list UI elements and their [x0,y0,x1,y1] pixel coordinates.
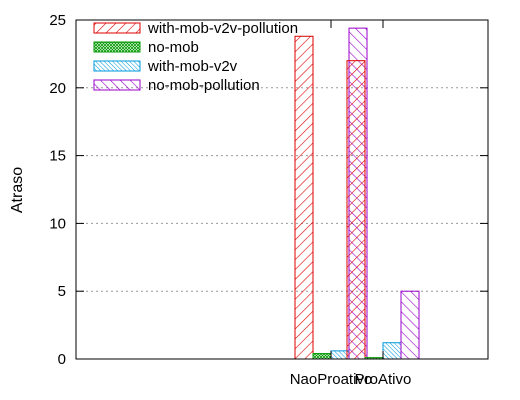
bar-with-mob-v2v-NaoProativo [330,350,350,360]
y-tick-label: 20 [49,80,66,97]
y-tick-label: 5 [58,283,66,300]
bar-no-mob-NaoProativo [312,353,332,360]
legend-label: no-mob [148,39,199,56]
bar-with-mob-v2v-pollution-ProAtivo [346,60,366,360]
x-tick-label: NaoProativo [290,371,373,388]
legend-swatch [93,41,141,53]
legend-label: with-mob-v2v-pollution [147,20,298,37]
gridlines [76,87,488,292]
bar-with-mob-v2v-pollution-NaoProativo [294,35,314,360]
bars [294,27,420,360]
y-tick-label: 25 [49,12,66,29]
y-tick-label: 10 [49,215,66,232]
legend: with-mob-v2v-pollution no-mob with-mob-v2v… [93,20,298,94]
legend-label: no-mob-pollution [148,77,260,94]
y-axis-title: Atraso [9,167,26,213]
legend-label: with-mob-v2v [147,58,238,75]
legend-swatch [93,22,141,34]
legend-swatch [93,79,141,91]
y-tick-label: 0 [58,351,66,368]
y-tick-label: 15 [49,148,66,165]
x-tick-label: ProAtivo [355,371,412,388]
legend-swatch [93,60,141,72]
bar-with-mob-v2v-ProAtivo [382,342,402,360]
bar-no-mob-pollution-ProAtivo [400,290,420,360]
axis-ticks: 0 5 10 15 20 25 [49,12,488,368]
plot-frame [75,19,489,360]
